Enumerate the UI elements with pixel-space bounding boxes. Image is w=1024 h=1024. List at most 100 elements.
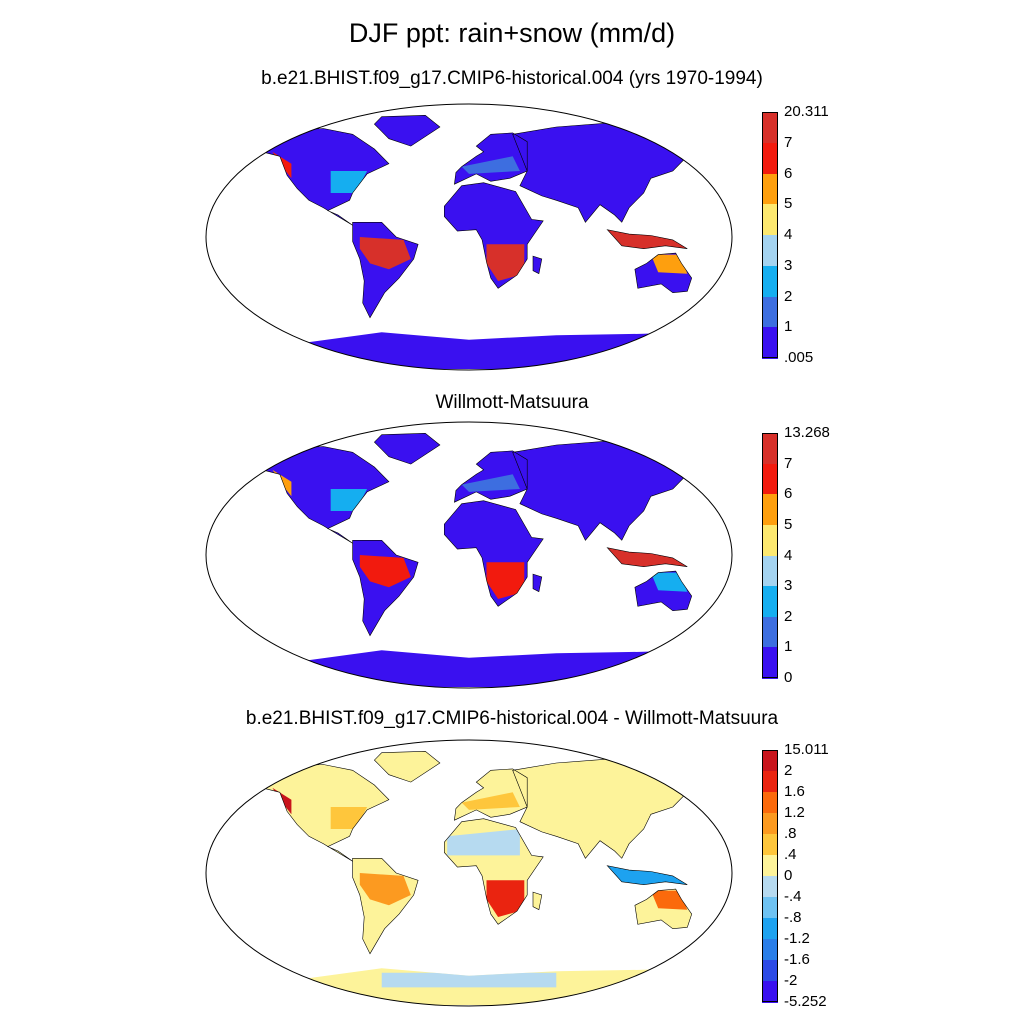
panel-2-map-svg: [205, 421, 733, 689]
colorbar-swatch: [762, 555, 778, 587]
colorbar-swatch: [762, 524, 778, 556]
coastline-greenland: [373, 750, 441, 783]
coastline-australia: [634, 570, 693, 612]
colorbar-swatch: [762, 897, 778, 919]
colorbar-swatch: [762, 463, 778, 495]
coastline-australia: [634, 888, 693, 930]
coastline-africa: [444, 500, 544, 607]
colorbar-swatch: [762, 616, 778, 648]
colorbar-label: 4: [784, 546, 793, 564]
colorbar-swatch: [762, 834, 778, 856]
precip-region-us-east: [330, 807, 368, 829]
colorbar-swatch: [762, 750, 778, 772]
colorbar-label: -5.252: [784, 993, 827, 1010]
colorbar-swatch: [762, 142, 778, 174]
precip-region-europe: [461, 156, 520, 174]
colorbar-label: 1.6: [784, 783, 805, 800]
colorbar-swatch: [762, 918, 778, 940]
colorbar-label: 5: [784, 195, 793, 213]
panel-1-subtitle: b.e21.BHIST.f09_g17.CMIP6-historical.004…: [261, 68, 763, 89]
precip-region-sahara: [447, 829, 520, 856]
panel-1-map-svg: [205, 103, 733, 371]
coastline-samerica: [352, 540, 419, 637]
colorbar-swatch: [762, 876, 778, 898]
precip-region-samerica: [359, 555, 411, 588]
colorbar-swatch: [762, 494, 778, 526]
panel-2-map: [204, 420, 734, 690]
colorbar-label: .8: [784, 825, 797, 842]
colorbar-label: -.8: [784, 909, 802, 926]
land-namerica: [228, 764, 389, 862]
colorbar-swatch: [762, 792, 778, 814]
precip-region-aus-north: [650, 890, 688, 910]
precip-region-aus-north: [650, 572, 688, 592]
colorbar-swatch: [762, 112, 778, 144]
map-boundary: [205, 739, 733, 1007]
colorbar-label: 2: [784, 287, 793, 305]
land-antarctica: [207, 330, 731, 369]
colorbar-label: 6: [784, 164, 793, 182]
colorbar-outline: [762, 112, 778, 358]
coastline-namerica: [228, 764, 390, 862]
precip-region-us-east: [330, 171, 368, 193]
coastline-indonesia: [606, 547, 688, 568]
colorbar-swatch: [762, 771, 778, 793]
coastline-greenland: [373, 432, 441, 465]
colorbar-label: -1.2: [784, 930, 810, 947]
land-namerica: [228, 446, 389, 544]
coastline-madagascar: [532, 573, 543, 593]
precip-region-africa-south: [486, 880, 525, 917]
colorbar-swatch: [762, 265, 778, 297]
land-samerica: [352, 540, 419, 636]
panel-3-subtitle: b.e21.BHIST.f09_g17.CMIP6-historical.004…: [245, 708, 779, 729]
colorbar-label: 1.2: [784, 804, 805, 821]
colorbar-label: 3: [784, 577, 793, 595]
land-samerica: [352, 858, 419, 954]
coastline-australia: [634, 252, 693, 294]
colorbar-swatch: [762, 173, 778, 205]
colorbar-label: 4: [784, 226, 793, 243]
colorbar-label: .005: [784, 349, 814, 366]
precip-region-africa-south: [486, 562, 525, 599]
map-boundary: [205, 103, 733, 371]
colorbar-label: 7: [784, 454, 793, 472]
panel-3-map-svg: [205, 739, 733, 1007]
panel-3-colorbar: 15.011 2 1.6 1.2 .8 .4 0 -.4 -.8 -1.2 -1.6 -2 -5.252: [762, 741, 852, 1010]
coastline-namerica: [228, 446, 390, 544]
colorbar-label: 2: [784, 607, 793, 625]
precip-region-indonesia: [607, 865, 688, 887]
colorbar-label: 13.268: [784, 424, 830, 441]
colorbar-swatch: [762, 939, 778, 961]
colorbar-swatch: [762, 235, 778, 267]
colorbar-swatch: [762, 960, 778, 982]
precip-region-indonesia: [607, 547, 688, 569]
colorbar-label: -1.6: [784, 951, 810, 968]
land-greenland: [374, 751, 440, 783]
land-greenland: [374, 115, 440, 147]
coastline-samerica: [352, 222, 419, 319]
coastline-indonesia: [606, 229, 688, 250]
coastline-madagascar: [532, 891, 543, 911]
coastline-africa: [444, 818, 544, 925]
precip-region-africa-south: [486, 244, 525, 281]
colorbar-outline: [762, 750, 778, 1002]
colorbar-label: 0: [784, 669, 793, 686]
colorbar-label: -.4: [784, 888, 802, 905]
land-samerica: [352, 222, 419, 318]
land-greenland: [374, 433, 440, 465]
colorbar-label: -2: [784, 972, 798, 989]
colorbar-label: .4: [784, 846, 797, 863]
precip-region-samerica: [359, 873, 411, 906]
colorbar-swatch: [762, 647, 778, 679]
precip-region-aus-north: [650, 254, 688, 274]
colorbar-swatch: [762, 813, 778, 835]
colorbar-label: 1: [784, 318, 793, 336]
precip-region-europe: [461, 792, 520, 810]
colorbar-swatch: [762, 433, 778, 465]
coastline-greenland: [373, 114, 441, 147]
coastline-indonesia: [606, 865, 688, 886]
coastline-europe: [454, 132, 528, 185]
colorbar-swatch: [762, 327, 778, 359]
colorbar-label: 3: [784, 256, 793, 274]
precip-region-indonesia: [607, 229, 688, 251]
